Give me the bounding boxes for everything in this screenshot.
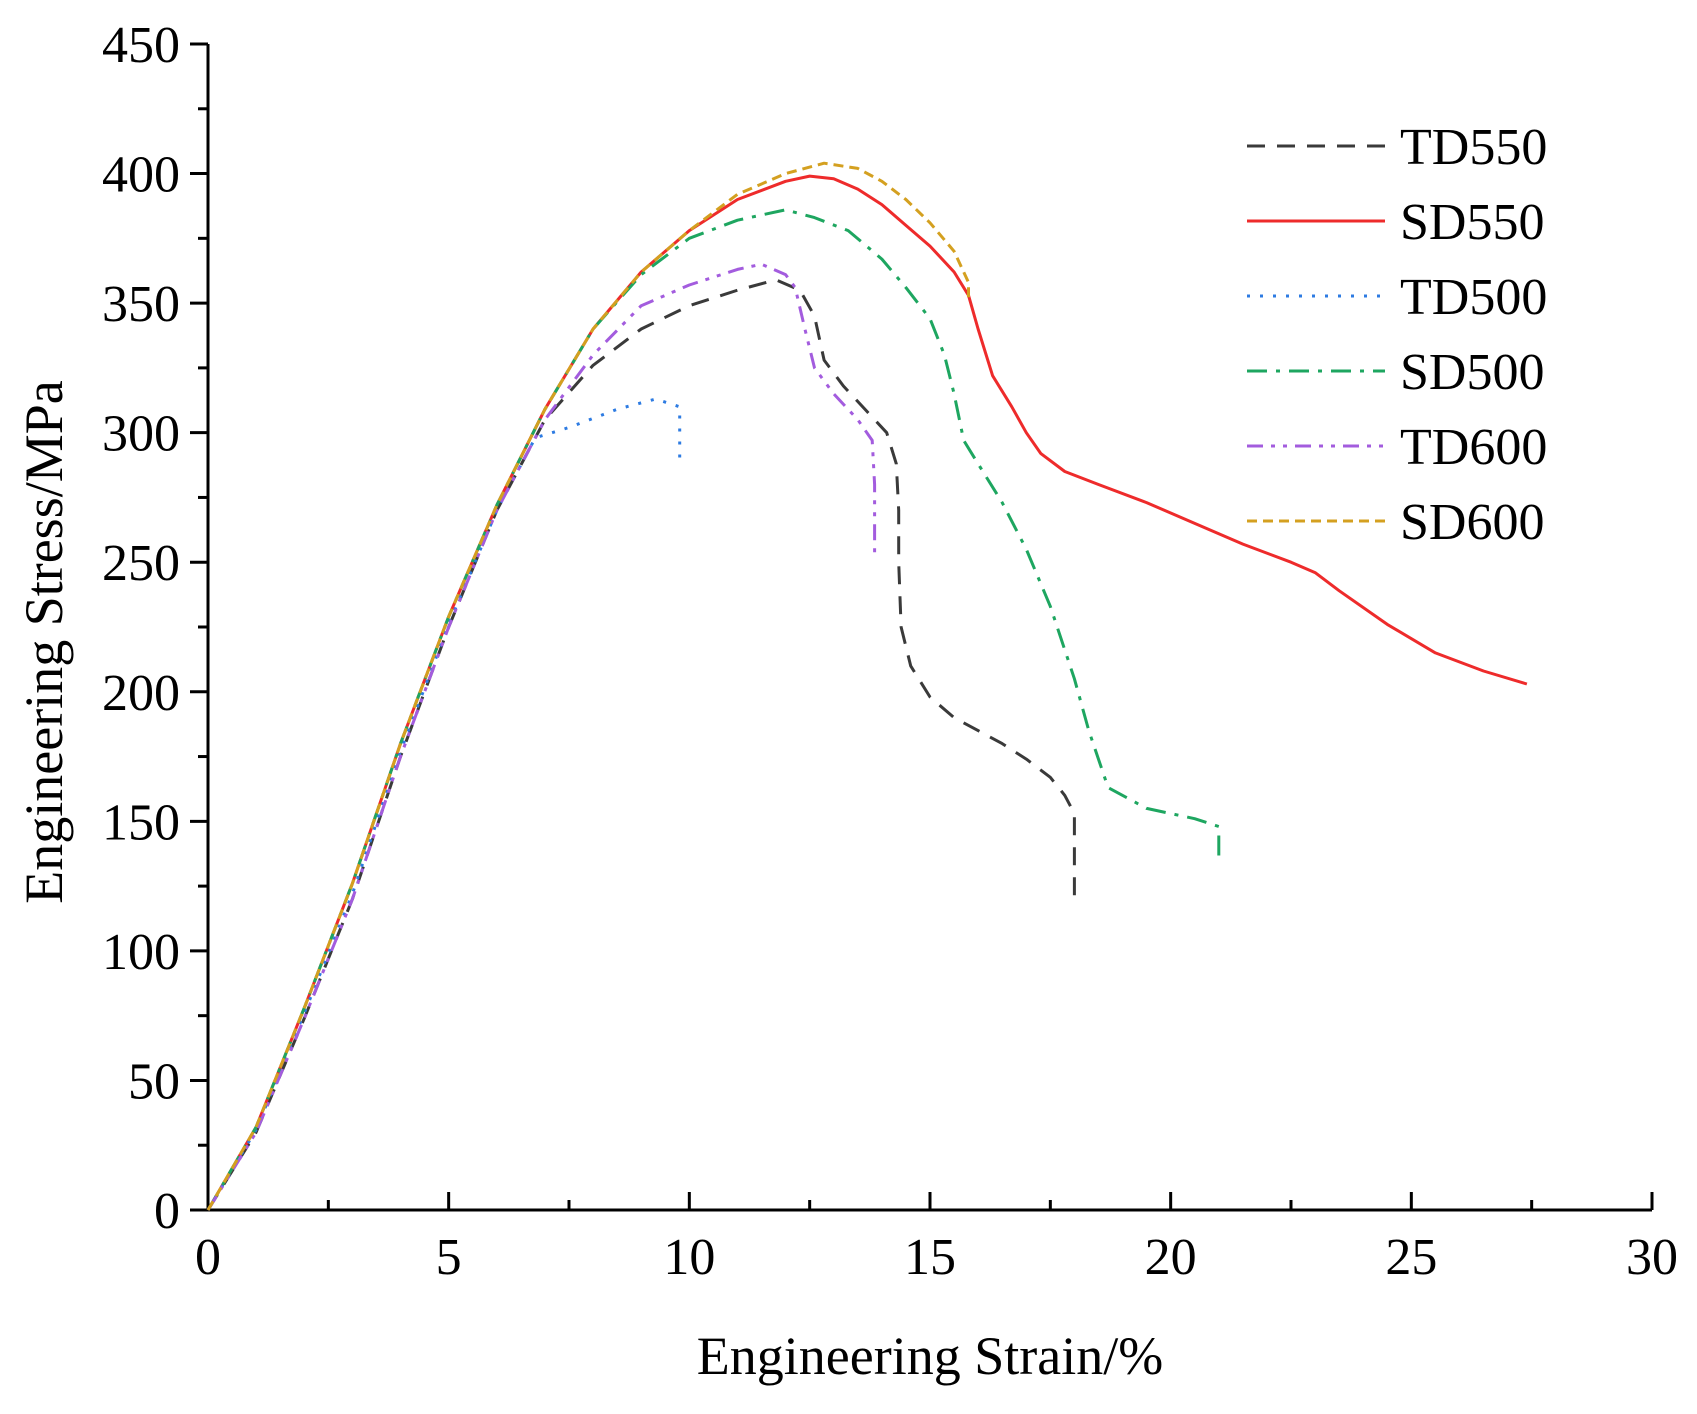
x-axis-title: Engineering Strain/% — [697, 1326, 1163, 1386]
x-tick-label: 25 — [1385, 1229, 1437, 1286]
series-line-td500 — [206, 397, 682, 1211]
legend-label-sd500: SD500 — [1400, 344, 1544, 401]
legend-label-td600: TD600 — [1400, 419, 1547, 476]
y-tick-label: 50 — [128, 1053, 180, 1110]
series-line-td600 — [206, 262, 877, 1211]
y-axis-title: Engineering Stress/MPa — [14, 380, 74, 903]
y-tick-label: 350 — [102, 276, 180, 333]
y-tick-label: 0 — [154, 1183, 180, 1240]
y-tick-label: 300 — [102, 406, 180, 463]
y-tick-label: 250 — [102, 535, 180, 592]
y-tick-label: 450 — [102, 17, 180, 74]
legend: TD550 SD550 TD500 SD500 TD600 SD600 — [1247, 119, 1547, 551]
x-tick-label: 30 — [1626, 1229, 1678, 1286]
x-tick-label: 5 — [436, 1229, 462, 1286]
y-tick-label: 150 — [102, 794, 180, 851]
x-tick-label: 15 — [904, 1229, 956, 1286]
y-tick-label: 400 — [102, 147, 180, 204]
series-line-sd600 — [206, 161, 970, 1211]
legend-label-sd550: SD550 — [1400, 194, 1544, 251]
legend-label-td500: TD500 — [1400, 269, 1547, 326]
y-tick-label: 100 — [102, 924, 180, 981]
x-tick-label: 20 — [1145, 1229, 1197, 1286]
legend-label-sd600: SD600 — [1400, 494, 1544, 551]
y-tick-label: 200 — [102, 665, 180, 722]
legend-label-td550: TD550 — [1400, 119, 1547, 176]
series-line-sd500 — [206, 208, 1221, 1211]
series-line-td550 — [206, 278, 1076, 1211]
x-tick-label: 0 — [195, 1229, 221, 1286]
x-tick-label: 10 — [663, 1229, 715, 1286]
series-line-sd550 — [206, 174, 1528, 1211]
series-layer — [206, 161, 1528, 1211]
